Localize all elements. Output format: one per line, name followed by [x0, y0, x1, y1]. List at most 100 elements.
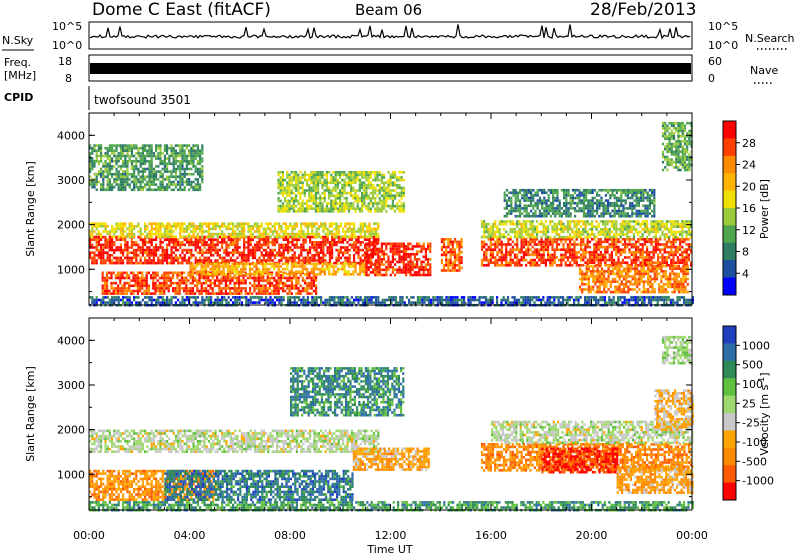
data-cell	[685, 243, 688, 246]
data-cell	[268, 267, 271, 271]
data-cell	[377, 241, 380, 244]
data-cell	[136, 279, 139, 282]
data-cell	[190, 225, 193, 228]
data-cell	[520, 238, 523, 241]
data-cell	[178, 292, 181, 295]
data-cell	[344, 251, 347, 254]
data-cell	[325, 265, 329, 268]
data-cell	[185, 230, 188, 233]
data-cell	[376, 207, 379, 210]
data-cell	[97, 235, 100, 239]
data-cell	[277, 184, 280, 187]
data-cell	[300, 243, 303, 247]
data-cell	[260, 232, 263, 236]
data-cell	[139, 259, 142, 262]
data-cell	[314, 194, 317, 197]
data-cell	[301, 210, 304, 213]
data-cell	[334, 189, 337, 192]
data-cell	[687, 253, 690, 257]
data-cell	[409, 273, 412, 277]
data-cell	[385, 242, 388, 246]
data-cell	[328, 181, 331, 184]
data-cell	[297, 210, 300, 213]
data-cell	[243, 256, 246, 260]
data-cell	[402, 202, 405, 205]
data-cell	[246, 276, 249, 280]
data-cell	[598, 288, 601, 291]
data-cell	[665, 243, 668, 246]
data-cell	[304, 279, 307, 282]
data-cell	[145, 284, 148, 288]
data-cell	[273, 276, 276, 280]
data-cell	[611, 280, 615, 283]
data-cell	[183, 222, 186, 225]
data-cell	[227, 232, 230, 236]
data-cell	[255, 284, 258, 288]
data-cell	[137, 246, 140, 249]
data-cell	[581, 290, 584, 294]
data-cell	[369, 242, 372, 246]
data-cell	[440, 245, 443, 249]
data-cell	[690, 225, 693, 228]
data-cell	[144, 256, 147, 260]
data-cell	[280, 246, 283, 249]
data-cell	[170, 225, 173, 228]
data-cell	[100, 251, 103, 254]
data-cell	[402, 271, 405, 274]
data-cell	[262, 270, 265, 273]
data-cell	[672, 243, 675, 246]
data-cell	[343, 178, 346, 182]
data-cell	[531, 225, 534, 228]
data-cell	[595, 240, 598, 244]
data-cell	[157, 246, 160, 249]
data-cell	[183, 276, 186, 280]
data-cell	[221, 241, 224, 244]
data-cell	[358, 265, 362, 268]
data-cell	[110, 274, 113, 277]
data-cell	[544, 258, 547, 262]
data-cell	[271, 238, 274, 241]
data-cell	[145, 281, 148, 285]
data-cell	[177, 222, 180, 225]
data-cell	[276, 238, 279, 241]
data-cell	[119, 248, 122, 252]
data-cell	[284, 276, 287, 280]
data-cell	[317, 262, 320, 266]
data-cell	[257, 289, 260, 293]
data-cell	[233, 284, 236, 288]
data-cell	[314, 171, 317, 174]
data-cell	[216, 276, 219, 280]
data-cell	[275, 279, 278, 282]
data-cell	[295, 284, 298, 288]
data-cell	[361, 197, 364, 200]
data-cell	[97, 230, 100, 233]
data-cell	[665, 233, 668, 236]
data-cell	[596, 285, 599, 289]
data-cell	[676, 256, 679, 259]
data-cell	[236, 238, 239, 241]
data-cell	[286, 210, 289, 213]
data-cell	[442, 243, 446, 246]
data-cell	[369, 171, 372, 174]
data-cell	[89, 251, 92, 254]
data-cell	[536, 256, 539, 259]
data-cell	[681, 222, 684, 226]
data-cell	[269, 259, 272, 262]
data-cell	[527, 248, 530, 251]
data-cell	[190, 251, 193, 254]
data-cell	[372, 247, 375, 251]
data-cell	[321, 173, 324, 177]
data-cell	[281, 204, 284, 208]
data-cell	[529, 222, 532, 226]
data-cell	[222, 292, 225, 295]
data-cell	[155, 246, 158, 249]
data-cell	[480, 243, 484, 246]
data-cell	[357, 254, 360, 257]
data-cell	[398, 271, 401, 274]
data-cell	[166, 235, 169, 238]
data-cell	[311, 256, 314, 260]
data-cell	[196, 238, 199, 241]
data-cell	[232, 230, 235, 233]
data-cell	[152, 232, 155, 236]
data-cell	[103, 281, 106, 285]
